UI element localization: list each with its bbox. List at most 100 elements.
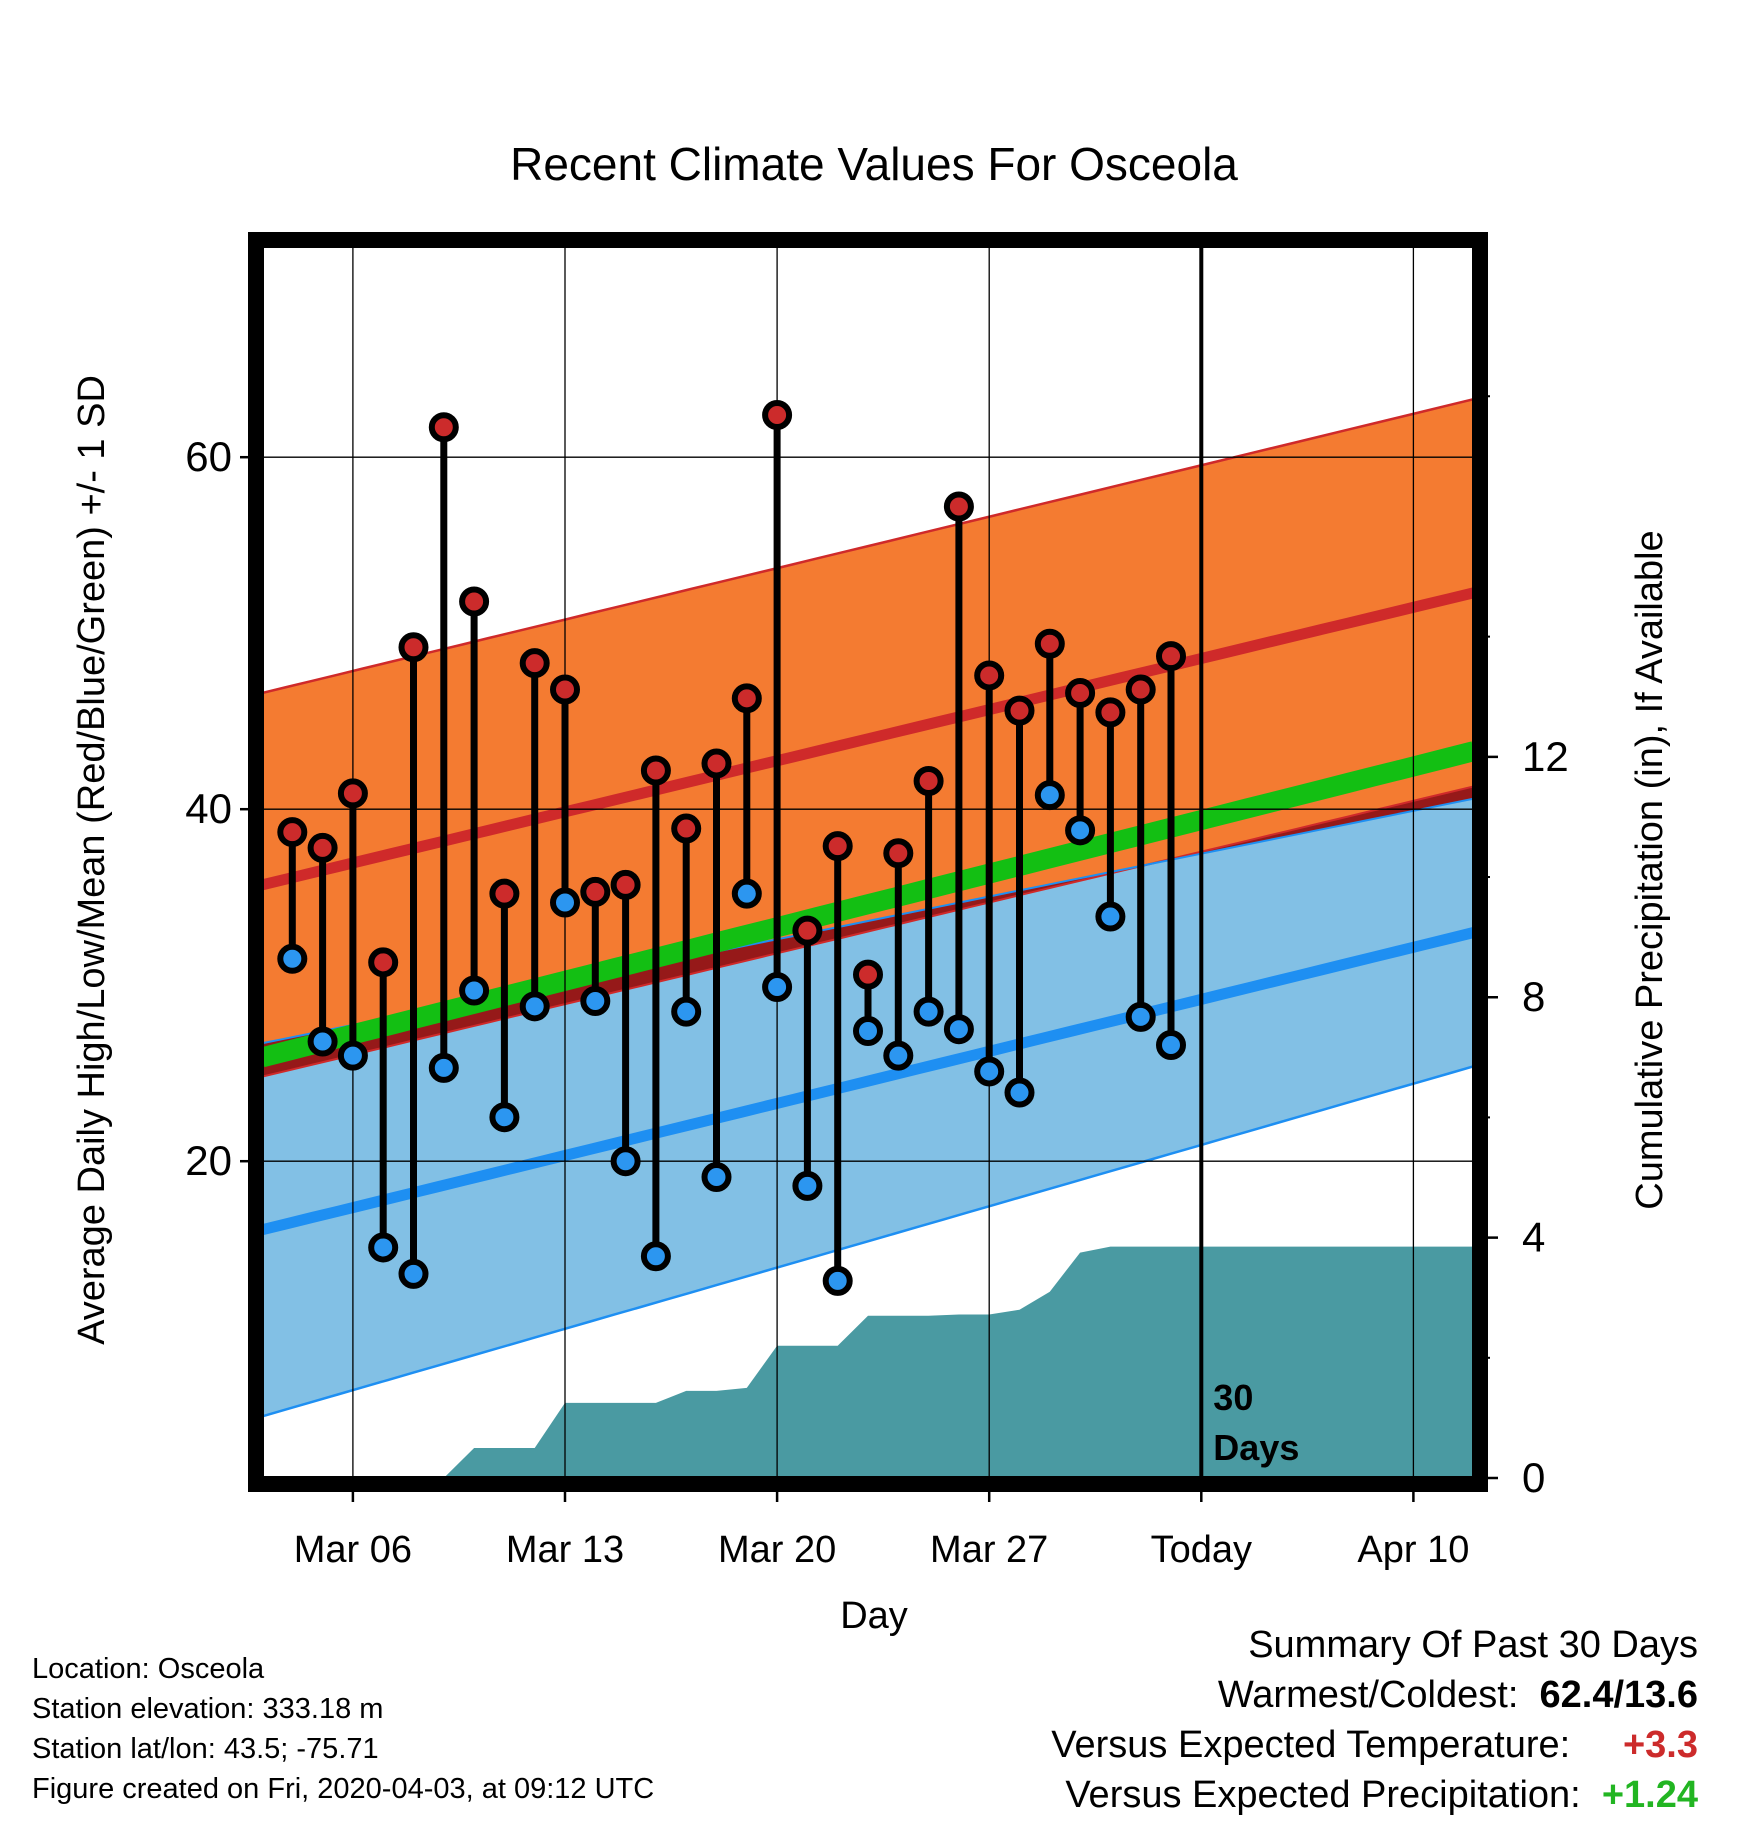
y2-tick-label: 12 [1522, 733, 1569, 780]
precip-value: +1.24 [1601, 1774, 1698, 1816]
daily-high-marker [822, 831, 853, 862]
daily-low-marker [974, 1056, 1005, 1087]
y2-tick-label: 0 [1522, 1454, 1545, 1501]
high-sd-lower-edge [262, 785, 1474, 1078]
temp-value: +3.3 [1622, 1724, 1698, 1766]
daily-low-marker [277, 943, 308, 974]
daily-low-marker [853, 1015, 883, 1046]
daily-high-marker [701, 748, 732, 779]
daily-high-marker [519, 648, 550, 679]
daily-high-marker [610, 869, 641, 900]
daily-low-marker [1034, 780, 1065, 811]
average-high-line [262, 587, 1474, 891]
high-sd-upper-edge [262, 397, 1474, 695]
daily-low-marker [1156, 1030, 1186, 1061]
location-text: Location: Osceola [32, 1653, 265, 1685]
daily-low-marker [337, 1040, 368, 1071]
summary-warm-cold: Warmest/Coldest: 62.4/13.6 [1218, 1674, 1698, 1717]
daily-low-marker [640, 1241, 671, 1272]
daily-high-marker [974, 660, 1005, 691]
latlon-text: Station lat/lon: 43.5; -75.71 [32, 1733, 379, 1765]
daily-low-marker [398, 1258, 429, 1289]
daily-low-marker [762, 971, 793, 1002]
daily-high-marker [671, 813, 702, 844]
y-tick-label: 20 [185, 1137, 232, 1184]
x-tick-label: Mar 27 [930, 1529, 1048, 1571]
daily-high-marker [1034, 628, 1065, 659]
y-axis-label: Average Daily High/Low/Mean (Red/Blue/Gr… [71, 375, 113, 1345]
x-tick-label: Mar 13 [506, 1529, 624, 1571]
daily-low-marker [580, 986, 611, 1017]
x-tick-label: Mar 06 [294, 1529, 412, 1571]
x-tick-label: Mar 20 [718, 1529, 836, 1571]
temp-label: Versus Expected Temperature: [1051, 1724, 1571, 1766]
today-window-label: Days [1213, 1427, 1299, 1468]
average-low-line [262, 927, 1474, 1236]
daily-low-marker [731, 878, 762, 909]
daily-low-marker [943, 1014, 974, 1045]
x-tick-label: Today [1151, 1529, 1252, 1571]
created-text: Figure created on Fri, 2020-04-03, at 09… [32, 1773, 655, 1805]
daily-low-marker [1065, 815, 1096, 846]
daily-high-marker [428, 412, 459, 443]
daily-high-marker [368, 947, 399, 978]
average-mean-line [262, 741, 1474, 1068]
daily-high-marker [731, 683, 762, 714]
x-tick-label: Apr 10 [1357, 1529, 1469, 1571]
elevation-text: Station elevation: 333.18 m [32, 1693, 384, 1725]
today-window-label: 30 [1213, 1377, 1253, 1418]
daily-low-marker [550, 887, 580, 918]
daily-high-marker [1095, 697, 1126, 728]
low-sd-lower-edge [262, 1064, 1474, 1418]
precip-label: Versus Expected Precipitation: [1065, 1774, 1581, 1816]
daily-low-marker [428, 1052, 459, 1083]
daily-high-marker [762, 399, 793, 430]
chart-title: Recent Climate Values For Osceola [510, 138, 1238, 190]
daily-high-marker [459, 586, 490, 617]
y-tick-label: 60 [185, 433, 232, 480]
y2-axis-label: Cumulative Precipitation (in), If Availa… [1629, 530, 1671, 1209]
daily-high-marker [550, 674, 580, 705]
axes: 20 40 60 0 4 8 12 Mar 06 Mar 13 Mar 20 Mar 27 Today… [185, 232, 1569, 1571]
daily-low-marker [519, 991, 550, 1022]
daily-low-marker [1125, 1001, 1156, 1032]
plot-frame [248, 232, 1488, 1492]
daily-high-marker [640, 755, 671, 786]
cumulative-precipitation-area [352, 1246, 1474, 1478]
y2-tick-label: 4 [1522, 1214, 1545, 1261]
daily-low-marker [822, 1265, 853, 1296]
daily-low-marker [489, 1102, 520, 1133]
daily-low-marker [307, 1026, 338, 1057]
daily-high-marker [307, 832, 338, 863]
daily-high-marker [398, 632, 429, 663]
warm-cold-value: 62.4/13.6 [1539, 1674, 1698, 1716]
daily-high-marker [1065, 678, 1096, 709]
y2-tick-label: 8 [1522, 973, 1545, 1020]
daily-high-marker [853, 959, 883, 990]
summary-heading: Summary Of Past 30 Days [1248, 1624, 1698, 1666]
warm-cold-label: Warmest/Coldest: [1217, 1674, 1519, 1716]
plot-content: 30 Days [262, 246, 1474, 1478]
daily-high-marker [1004, 695, 1035, 726]
daily-high-marker [580, 876, 611, 907]
summary-precipitation: Versus Expected Precipitation: +1.24 [1065, 1774, 1698, 1817]
daily-high-marker [1156, 641, 1186, 672]
daily-low-marker [883, 1040, 914, 1071]
daily-low-marker [368, 1232, 399, 1263]
daily-low-marker [792, 1170, 823, 1201]
daily-high-marker [337, 778, 368, 809]
x-axis-label: Day [840, 1595, 908, 1637]
daily-low-marker [671, 996, 702, 1027]
y-tick-label: 40 [185, 785, 232, 832]
summary-temperature: Versus Expected Temperature: +3.3 [1051, 1724, 1698, 1767]
daily-low-marker [1095, 901, 1126, 932]
daily-low-marker [459, 975, 490, 1006]
daily-low-marker [610, 1146, 641, 1177]
daily-low-marker [1004, 1077, 1035, 1108]
daily-high-marker [943, 491, 974, 522]
daily-high-marker [883, 838, 914, 869]
daily-low-marker [913, 996, 944, 1027]
plot-area: 30 Days [262, 246, 1474, 1478]
daily-high-marker [913, 766, 944, 797]
